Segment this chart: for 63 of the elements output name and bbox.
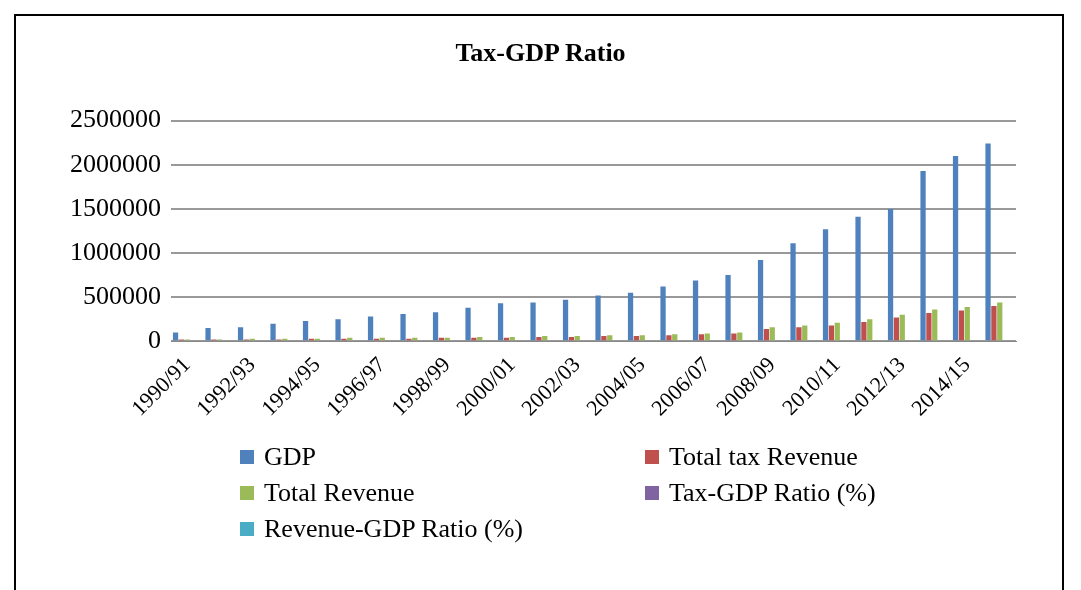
bar [432, 312, 439, 341]
bar [497, 303, 504, 341]
y-tick-label: 500000 [83, 281, 161, 311]
bar [367, 316, 374, 341]
bar [627, 292, 634, 341]
bar [639, 335, 645, 341]
bar [672, 334, 678, 341]
bar [790, 243, 796, 341]
bar [964, 306, 970, 341]
bar [704, 333, 710, 341]
bar [887, 208, 894, 341]
bar [471, 337, 477, 341]
bar [855, 216, 861, 341]
bar [893, 317, 900, 341]
bar [595, 295, 601, 341]
bar [763, 328, 770, 341]
bar [926, 313, 932, 341]
y-tick-label: 1500000 [70, 192, 161, 222]
bar [562, 299, 569, 341]
bar [660, 286, 666, 341]
legend-label: Tax-GDP Ratio (%) [669, 478, 876, 508]
bar [867, 319, 873, 341]
bar [997, 302, 1003, 341]
bar [666, 335, 672, 341]
y-tick-label: 2500000 [70, 104, 161, 134]
bar [985, 143, 991, 341]
legend-label: Revenue-GDP Ratio (%) [264, 514, 523, 544]
bar [920, 170, 926, 341]
bar [205, 328, 211, 341]
y-tick-label: 2000000 [70, 148, 161, 178]
bar [991, 306, 997, 341]
bar [465, 307, 471, 341]
bar [796, 327, 802, 341]
bar [899, 314, 905, 341]
bar [400, 313, 406, 341]
bar [932, 309, 938, 341]
legend-label: Total tax Revenue [669, 442, 858, 472]
bar [731, 333, 737, 341]
bar [270, 323, 276, 341]
bar [834, 322, 840, 341]
bar [607, 335, 613, 341]
legend-label: Total Revenue [264, 478, 415, 508]
bar [530, 302, 536, 341]
chart-title: Tax-GDP Ratio [454, 38, 627, 68]
bar [335, 319, 341, 341]
bar [601, 336, 607, 341]
bar [769, 327, 775, 341]
bar [952, 155, 959, 341]
bar [958, 310, 965, 341]
bar [698, 334, 705, 341]
bar [725, 275, 731, 341]
bar [302, 321, 309, 341]
bar [692, 280, 699, 341]
y-tick-label: 0 [148, 325, 161, 355]
bar [828, 325, 835, 341]
y-tick-label: 1000000 [70, 236, 161, 266]
bar [536, 336, 542, 341]
bar [757, 260, 764, 341]
bar [822, 229, 829, 341]
legend-label: GDP [264, 442, 317, 472]
bar [802, 325, 808, 341]
bar [237, 327, 244, 341]
bar [861, 321, 867, 341]
